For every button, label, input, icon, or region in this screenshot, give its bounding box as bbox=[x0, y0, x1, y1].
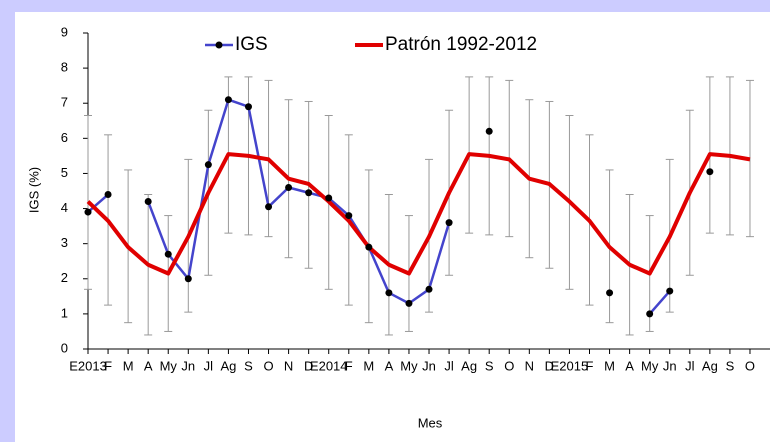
x-tick-label: A bbox=[144, 358, 153, 373]
x-tick-label: S bbox=[726, 358, 735, 373]
data-point bbox=[325, 194, 333, 202]
x-tick-label: Jl bbox=[444, 358, 454, 373]
x-tick-label: M bbox=[123, 358, 134, 373]
x-tick-label: O bbox=[504, 358, 514, 373]
y-tick-label: 9 bbox=[61, 24, 68, 39]
x-tick-label: N bbox=[284, 358, 293, 373]
data-point bbox=[345, 212, 353, 220]
x-tick-label: Jl bbox=[685, 358, 695, 373]
x-axis-label: Mes bbox=[418, 415, 443, 430]
data-point bbox=[385, 289, 393, 297]
y-tick-label: 6 bbox=[61, 130, 68, 145]
y-tick-label: 5 bbox=[61, 165, 68, 180]
x-tick-label: O bbox=[263, 358, 273, 373]
data-point bbox=[666, 287, 674, 295]
x-tick-label: F bbox=[586, 358, 594, 373]
y-tick-label: 1 bbox=[61, 305, 68, 320]
x-tick-label: F bbox=[345, 358, 353, 373]
legend-label: Patrón 1992-2012 bbox=[385, 34, 537, 55]
data-point bbox=[606, 289, 614, 297]
data-point bbox=[204, 161, 212, 169]
data-point bbox=[485, 127, 493, 135]
x-tick-label: Jn bbox=[663, 358, 677, 373]
data-point bbox=[265, 203, 273, 211]
x-tick-label: D bbox=[304, 358, 313, 373]
data-point bbox=[405, 299, 413, 307]
x-tick-label: S bbox=[244, 358, 253, 373]
y-tick-label: 0 bbox=[61, 340, 68, 355]
x-tick-label: D bbox=[545, 358, 554, 373]
y-tick-label: 4 bbox=[61, 200, 68, 215]
x-tick-label: O bbox=[745, 358, 755, 373]
x-tick-label: E2015 bbox=[551, 358, 589, 373]
data-point bbox=[224, 96, 232, 104]
x-tick-label: My bbox=[160, 358, 178, 373]
data-point bbox=[164, 250, 172, 258]
data-point bbox=[365, 243, 373, 251]
x-tick-label: M bbox=[363, 358, 374, 373]
x-tick-label: F bbox=[104, 358, 112, 373]
data-point bbox=[184, 275, 192, 283]
data-point bbox=[144, 198, 152, 206]
x-tick-label: S bbox=[485, 358, 494, 373]
x-tick-label: Ag bbox=[461, 358, 477, 373]
x-tick-label: A bbox=[385, 358, 394, 373]
data-point bbox=[84, 208, 92, 216]
y-tick-label: 3 bbox=[61, 235, 68, 250]
x-tick-label: Ag bbox=[220, 358, 236, 373]
y-tick-label: 8 bbox=[61, 60, 68, 75]
data-point bbox=[305, 189, 313, 197]
x-tick-label: Jl bbox=[204, 358, 214, 373]
x-tick-label: Ag bbox=[702, 358, 718, 373]
x-tick-label: A bbox=[625, 358, 634, 373]
data-point bbox=[425, 285, 433, 293]
x-tick-label: My bbox=[400, 358, 418, 373]
x-tick-label: N bbox=[525, 358, 534, 373]
chart-background bbox=[15, 12, 770, 442]
x-tick-label: E2014 bbox=[310, 358, 348, 373]
y-tick-label: 7 bbox=[61, 95, 68, 110]
data-point bbox=[285, 183, 293, 191]
legend-marker bbox=[215, 41, 223, 49]
data-point bbox=[706, 168, 714, 176]
data-point bbox=[445, 219, 453, 227]
series-line bbox=[86, 152, 751, 276]
y-tick-label: 2 bbox=[61, 270, 68, 285]
data-point bbox=[104, 191, 112, 199]
data-point bbox=[646, 310, 654, 318]
x-tick-label: Jn bbox=[422, 358, 436, 373]
x-tick-label: M bbox=[604, 358, 615, 373]
x-tick-label: E2013 bbox=[69, 358, 107, 373]
data-point bbox=[244, 103, 252, 111]
y-axis-label: IGS (%) bbox=[26, 167, 41, 213]
x-tick-label: Jn bbox=[181, 358, 195, 373]
legend-label: IGS bbox=[235, 34, 268, 55]
x-tick-label: My bbox=[641, 358, 659, 373]
